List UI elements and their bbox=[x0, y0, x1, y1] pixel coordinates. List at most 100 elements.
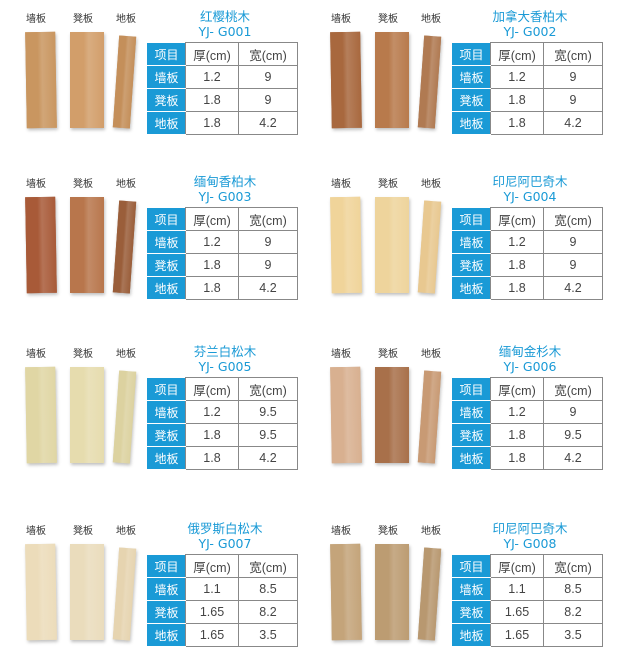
thickness-value: 1.1 bbox=[185, 577, 239, 601]
row-label: 墙板 bbox=[147, 577, 186, 601]
table-row: 凳板 1.8 9 bbox=[147, 253, 298, 277]
table-row: 地板 1.8 4.2 bbox=[452, 111, 603, 135]
product-block: 墙板 凳板 地板 加拿大香柏木 YJ- G002 项目 厚(cm) 宽(cm) 墙板 1.2 9 凳板… bbox=[305, 0, 615, 160]
header-item: 项目 bbox=[452, 207, 491, 231]
board-image-wall bbox=[25, 31, 57, 129]
board-label-bench: 凳板 bbox=[378, 179, 398, 190]
row-label: 地板 bbox=[452, 446, 491, 470]
row-label: 凳板 bbox=[147, 88, 186, 112]
thickness-value: 1.65 bbox=[490, 600, 544, 624]
thickness-value: 1.8 bbox=[185, 111, 239, 135]
header-width: 宽(cm) bbox=[238, 42, 298, 66]
table-row: 墙板 1.2 9.5 bbox=[147, 400, 298, 424]
row-label: 地板 bbox=[147, 276, 186, 300]
product-code: YJ- G005 bbox=[198, 359, 252, 374]
board-image-floor bbox=[417, 35, 442, 129]
product-code: YJ- G007 bbox=[198, 536, 252, 551]
board-label-wall: 墙板 bbox=[331, 349, 351, 360]
width-value: 3.5 bbox=[238, 623, 298, 647]
width-value: 8.2 bbox=[543, 600, 603, 624]
thickness-value: 1.2 bbox=[185, 400, 239, 424]
row-label: 地板 bbox=[452, 276, 491, 300]
product-name: 俄罗斯白松木 bbox=[187, 521, 263, 536]
board-label-floor: 地板 bbox=[116, 179, 136, 190]
product-title: 缅甸香柏木 YJ- G003 bbox=[150, 174, 300, 204]
table-row: 地板 1.65 3.5 bbox=[147, 623, 298, 647]
row-label: 地板 bbox=[147, 446, 186, 470]
width-value: 8.5 bbox=[543, 577, 603, 601]
table-header: 项目 厚(cm) 宽(cm) bbox=[452, 554, 603, 578]
thickness-value: 1.8 bbox=[490, 276, 544, 300]
product-title: 芬兰白松木 YJ- G005 bbox=[150, 344, 300, 374]
width-value: 8.2 bbox=[238, 600, 298, 624]
product-title: 俄罗斯白松木 YJ- G007 bbox=[150, 521, 300, 551]
product-code: YJ- G003 bbox=[198, 189, 252, 204]
board-label-floor: 地板 bbox=[421, 14, 441, 25]
product-title: 缅甸金杉木 YJ- G006 bbox=[455, 344, 605, 374]
thickness-value: 1.2 bbox=[490, 65, 544, 89]
table-row: 凳板 1.8 9.5 bbox=[147, 423, 298, 447]
board-image-wall bbox=[330, 196, 362, 294]
product-title: 印尼阿巴奇木 YJ- G004 bbox=[455, 174, 605, 204]
width-value: 3.5 bbox=[543, 623, 603, 647]
width-value: 9 bbox=[238, 88, 298, 112]
width-value: 4.2 bbox=[238, 111, 298, 135]
product-title: 红樱桃木 YJ- G001 bbox=[150, 9, 300, 39]
board-image-bench bbox=[375, 544, 409, 640]
board-label-floor: 地板 bbox=[116, 349, 136, 360]
board-label-floor: 地板 bbox=[421, 179, 441, 190]
row-label: 凳板 bbox=[147, 253, 186, 277]
product-block: 墙板 凳板 地板 俄罗斯白松木 YJ- G007 项目 厚(cm) 宽(cm) 墙板 1.1 8.5… bbox=[0, 512, 310, 672]
board-label-wall: 墙板 bbox=[331, 526, 351, 537]
header-width: 宽(cm) bbox=[543, 554, 603, 578]
board-label-bench: 凳板 bbox=[378, 526, 398, 537]
spec-table: 项目 厚(cm) 宽(cm) 墙板 1.1 8.5 凳板 1.65 8.2 地板 1.65 3.5 bbox=[452, 554, 603, 647]
header-item: 项目 bbox=[147, 554, 186, 578]
header-width: 宽(cm) bbox=[238, 207, 298, 231]
row-label: 墙板 bbox=[452, 577, 491, 601]
header-width: 宽(cm) bbox=[543, 377, 603, 401]
thickness-value: 1.8 bbox=[490, 111, 544, 135]
table-row: 墙板 1.1 8.5 bbox=[147, 577, 298, 601]
board-image-bench bbox=[375, 32, 409, 128]
product-block: 墙板 凳板 地板 缅甸金杉木 YJ- G006 项目 厚(cm) 宽(cm) 墙板 1.2 9 凳板 1… bbox=[305, 335, 615, 495]
thickness-value: 1.8 bbox=[185, 88, 239, 112]
spec-table: 项目 厚(cm) 宽(cm) 墙板 1.2 9 凳板 1.8 9 地板 1.8 4.2 bbox=[452, 207, 603, 300]
product-title: 印尼阿巴奇木 YJ- G008 bbox=[455, 521, 605, 551]
width-value: 9 bbox=[238, 230, 298, 254]
table-row: 墙板 1.2 9 bbox=[452, 400, 603, 424]
thickness-value: 1.1 bbox=[490, 577, 544, 601]
product-name: 加拿大香柏木 bbox=[492, 9, 568, 24]
table-row: 凳板 1.8 9.5 bbox=[452, 423, 603, 447]
table-row: 地板 1.8 4.2 bbox=[147, 276, 298, 300]
board-label-bench: 凳板 bbox=[73, 349, 93, 360]
row-label: 凳板 bbox=[147, 600, 186, 624]
header-item: 项目 bbox=[452, 377, 491, 401]
product-name: 芬兰白松木 bbox=[193, 344, 257, 359]
row-label: 墙板 bbox=[452, 65, 491, 89]
header-thickness: 厚(cm) bbox=[185, 42, 239, 66]
board-image-floor bbox=[112, 370, 137, 464]
product-block: 墙板 凳板 地板 印尼阿巴奇木 YJ- G004 项目 厚(cm) 宽(cm) 墙板 1.2 9 凳板… bbox=[305, 165, 615, 325]
board-label-floor: 地板 bbox=[116, 526, 136, 537]
product-name: 印尼阿巴奇木 bbox=[492, 174, 568, 189]
width-value: 4.2 bbox=[543, 446, 603, 470]
product-code: YJ- G001 bbox=[198, 24, 252, 39]
table-row: 墙板 1.2 9 bbox=[452, 65, 603, 89]
thickness-value: 1.2 bbox=[185, 230, 239, 254]
row-label: 凳板 bbox=[452, 88, 491, 112]
table-row: 墙板 1.2 9 bbox=[147, 230, 298, 254]
product-code: YJ- G006 bbox=[503, 359, 557, 374]
table-header: 项目 厚(cm) 宽(cm) bbox=[452, 207, 603, 231]
table-row: 凳板 1.65 8.2 bbox=[147, 600, 298, 624]
header-item: 项目 bbox=[452, 554, 491, 578]
board-image-bench bbox=[70, 197, 104, 293]
thickness-value: 1.65 bbox=[185, 600, 239, 624]
product-block: 墙板 凳板 地板 印尼阿巴奇木 YJ- G008 项目 厚(cm) 宽(cm) 墙板 1.1 8.5… bbox=[305, 512, 615, 672]
board-label-floor: 地板 bbox=[421, 349, 441, 360]
product-title: 加拿大香柏木 YJ- G002 bbox=[455, 9, 605, 39]
spec-table: 项目 厚(cm) 宽(cm) 墙板 1.2 9 凳板 1.8 9 地板 1.8 4.2 bbox=[147, 42, 298, 135]
table-row: 地板 1.8 4.2 bbox=[452, 276, 603, 300]
thickness-value: 1.2 bbox=[185, 65, 239, 89]
thickness-value: 1.8 bbox=[490, 423, 544, 447]
